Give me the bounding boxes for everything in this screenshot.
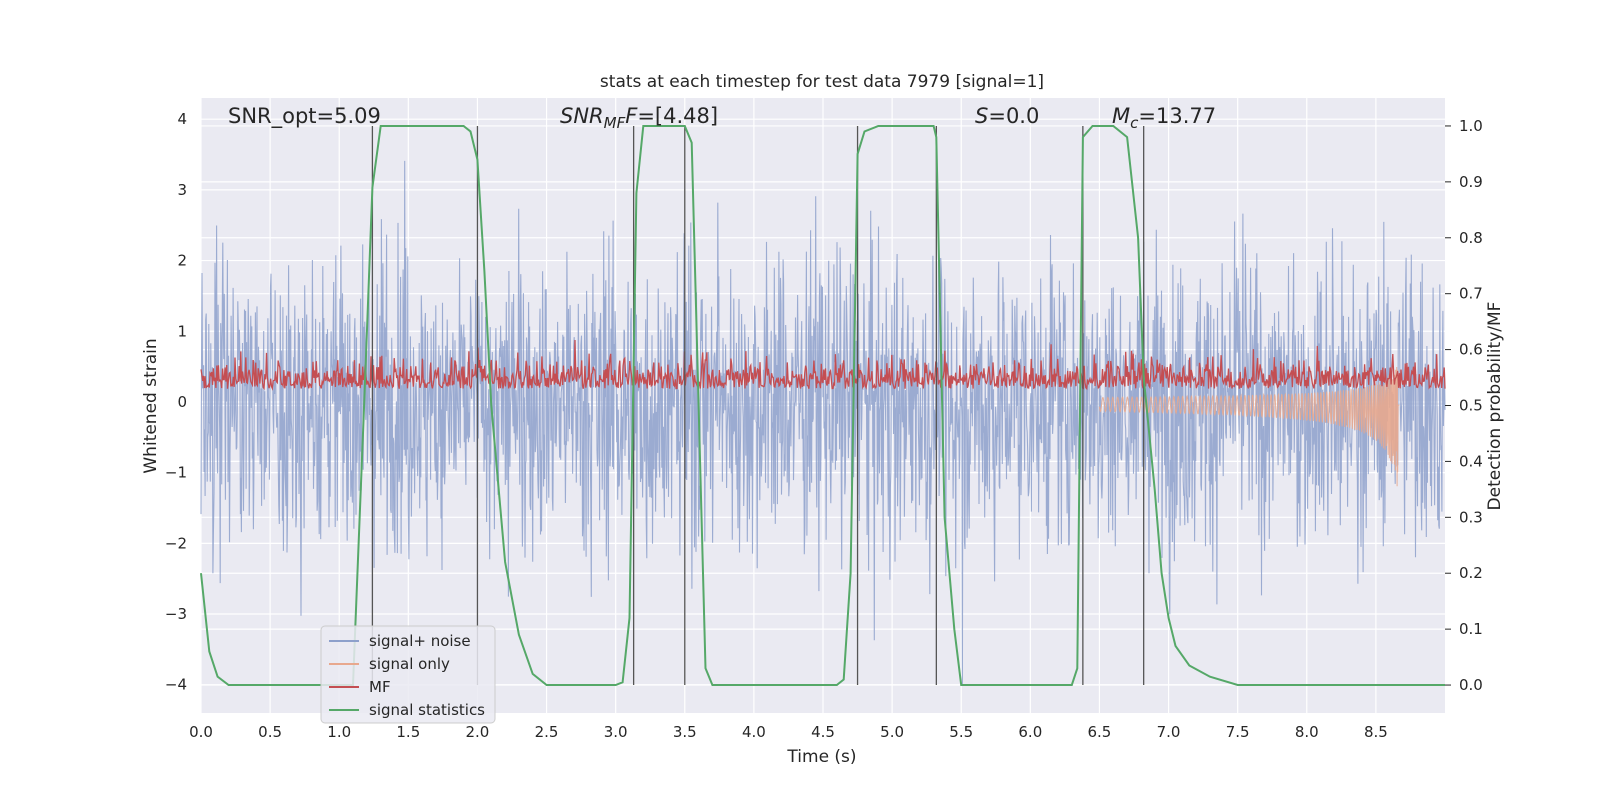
annotation-s: S=0.0 bbox=[975, 104, 1039, 128]
annotation-s-rest: =0.0 bbox=[988, 104, 1039, 128]
y-left-tick-label: 2 bbox=[177, 252, 187, 270]
y-left-tick-label: −4 bbox=[165, 676, 187, 694]
y-right-tick-label: 1.0 bbox=[1459, 117, 1483, 135]
x-tick-label: 5.5 bbox=[949, 723, 973, 741]
y-left-tick-label: −1 bbox=[165, 464, 187, 482]
x-tick-label: 4.5 bbox=[811, 723, 835, 741]
signal-statistics-line bbox=[200, 125, 1445, 686]
signal-plus-noise-line bbox=[200, 160, 1446, 685]
x-tick-label: 1.5 bbox=[396, 723, 420, 741]
x-tick-label: 3.0 bbox=[604, 723, 628, 741]
series-signal-statistics bbox=[200, 125, 1445, 686]
y-right-axis-label: Detection probability/MF bbox=[1485, 302, 1505, 511]
annotation-s-main: S bbox=[975, 104, 988, 128]
x-tick-label: 3.5 bbox=[673, 723, 697, 741]
annotation-mc-sub: c bbox=[1130, 114, 1139, 132]
y-right-tick-label: 0.9 bbox=[1459, 173, 1483, 191]
annotation-snr-mf-f: F bbox=[625, 104, 638, 128]
y-right-tick-label: 0.7 bbox=[1459, 285, 1483, 303]
mf-line bbox=[200, 339, 1446, 391]
y-right-tick-label: 0.4 bbox=[1459, 452, 1483, 470]
y-left-axis-label: Whitened strain bbox=[141, 338, 161, 473]
y-right-axis-ticks: 0.0 0.1 0.2 0.3 0.4 0.5 0.6 0.7 0.8 0.9 1.0 bbox=[1445, 117, 1483, 694]
legend-entry-label: signal statistics bbox=[369, 701, 485, 719]
annotation-snr-mf-rest: =[4.48] bbox=[637, 104, 718, 128]
annotation-snr-mf: SNRMFF=[4.48] bbox=[560, 104, 718, 132]
x-tick-label: 8.5 bbox=[1364, 723, 1388, 741]
annotation-snr-opt: SNR_opt=5.09 bbox=[228, 104, 381, 129]
y-right-tick-label: 0.0 bbox=[1459, 676, 1483, 694]
y-left-tick-label: 1 bbox=[177, 322, 187, 340]
chart-title: stats at each timestep for test data 797… bbox=[600, 72, 1044, 92]
legend-entry-label: signal only bbox=[369, 655, 450, 673]
x-tick-label: 7.0 bbox=[1157, 723, 1181, 741]
y-left-tick-label: −2 bbox=[165, 534, 187, 552]
x-tick-label: 2.5 bbox=[535, 723, 559, 741]
annotation-mc-rest: =13.77 bbox=[1138, 104, 1216, 128]
x-tick-label: 0.5 bbox=[258, 723, 282, 741]
x-tick-label: 8.0 bbox=[1295, 723, 1319, 741]
annotation-snr-mf-main: SNR bbox=[560, 104, 604, 128]
x-tick-label: 7.5 bbox=[1226, 723, 1250, 741]
y-right-tick-label: 0.2 bbox=[1459, 564, 1483, 582]
y-right-tick-label: 0.1 bbox=[1459, 620, 1483, 638]
annotation-mc-main: M bbox=[1112, 104, 1130, 128]
x-axis-label: Time (s) bbox=[786, 747, 856, 767]
x-tick-label: 4.0 bbox=[742, 723, 766, 741]
legend: signal+ noise signal only MF signal statist… bbox=[320, 625, 496, 724]
signal-only-line bbox=[1098, 366, 1400, 487]
y-left-tick-label: 4 bbox=[177, 110, 187, 128]
y-right-tick-label: 0.5 bbox=[1459, 397, 1483, 415]
annotation-snr-mf-sub: MF bbox=[604, 114, 626, 132]
x-tick-label: 5.0 bbox=[880, 723, 904, 741]
x-axis-ticks: 0.0 0.5 1.0 1.5 2.0 2.5 3.0 3.5 4.0 4.5 5.0 5.5 6.0 6… bbox=[189, 723, 1388, 741]
y-left-axis-ticks: −4 −3 −2 −1 0 1 2 3 4 bbox=[165, 110, 187, 694]
series-signal-plus-noise bbox=[200, 160, 1446, 685]
y-left-tick-label: 3 bbox=[177, 181, 187, 199]
legend-entry-label: signal+ noise bbox=[369, 632, 471, 650]
legend-box bbox=[320, 625, 496, 724]
x-tick-label: 2.0 bbox=[466, 723, 490, 741]
y-right-tick-label: 0.8 bbox=[1459, 229, 1483, 247]
y-right-tick-label: 0.3 bbox=[1459, 508, 1483, 526]
y-right-tick-label: 0.6 bbox=[1459, 341, 1483, 359]
x-tick-label: 1.0 bbox=[327, 723, 351, 741]
x-tick-label: 6.5 bbox=[1088, 723, 1112, 741]
series-mf bbox=[200, 339, 1446, 391]
x-tick-label: 0.0 bbox=[189, 723, 213, 741]
annotation-mc: Mc=13.77 bbox=[1112, 104, 1216, 132]
legend-entry-label: MF bbox=[369, 678, 391, 696]
x-tick-label: 6.0 bbox=[1018, 723, 1042, 741]
series-signal-only bbox=[1098, 366, 1400, 487]
y-left-tick-label: −3 bbox=[165, 605, 187, 623]
y-left-tick-label: 0 bbox=[177, 393, 187, 411]
